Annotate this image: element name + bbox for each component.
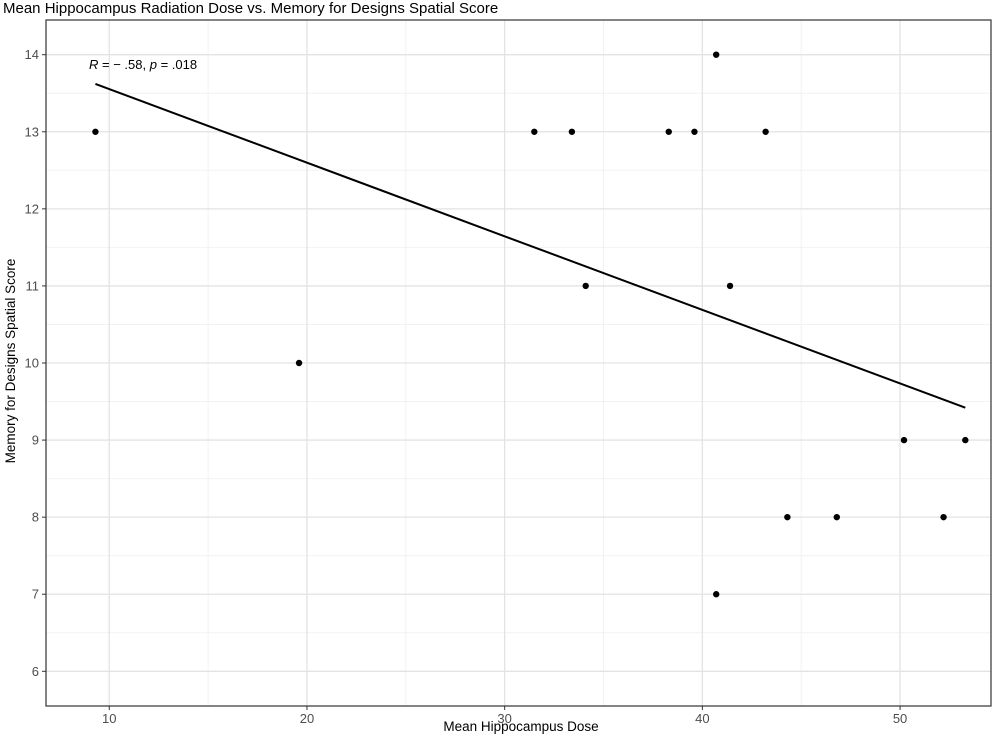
data-point xyxy=(531,128,538,135)
x-tick-label: 50 xyxy=(893,711,907,726)
y-tick-label: 9 xyxy=(32,433,39,448)
r-label: R xyxy=(89,57,98,72)
y-tick-label: 11 xyxy=(26,278,40,293)
correlation-annotation: R = − .58, p = .018 xyxy=(89,57,197,72)
y-tick-label: 6 xyxy=(32,664,39,679)
data-point xyxy=(900,436,908,444)
x-tick-label: 40 xyxy=(695,711,709,726)
data-point xyxy=(833,513,840,521)
data-point xyxy=(726,282,734,290)
p-value: = .018 xyxy=(157,57,197,72)
y-tick-label: 12 xyxy=(25,201,39,216)
data-points xyxy=(92,51,969,598)
data-point xyxy=(92,128,99,135)
data-point xyxy=(582,282,589,290)
data-point xyxy=(295,359,303,367)
y-tick-label: 10 xyxy=(25,356,39,371)
x-tick-label: 30 xyxy=(497,711,511,726)
x-tick-label: 10 xyxy=(102,711,116,726)
data-point xyxy=(665,128,672,135)
data-point xyxy=(762,128,769,135)
chart-title: Mean Hippocampus Radiation Dose vs. Memo… xyxy=(3,0,499,17)
data-point xyxy=(962,436,969,444)
y-axis-ticks: 6 7 8 9 10 11 12 13 14 xyxy=(25,47,46,679)
p-label: p xyxy=(149,57,157,72)
y-axis-title: Memory for Designs Spatial Score xyxy=(3,259,18,464)
data-point xyxy=(712,51,720,58)
data-point xyxy=(940,513,947,521)
y-tick-label: 7 xyxy=(32,587,39,602)
data-point xyxy=(712,591,720,598)
x-axis-title: Mean Hippocampus Dose xyxy=(443,719,598,734)
data-point xyxy=(784,513,791,521)
grid-lines xyxy=(46,20,991,706)
x-axis-ticks: 10 20 30 40 50 xyxy=(102,706,907,726)
data-point xyxy=(691,128,698,135)
regression-line xyxy=(95,83,966,409)
data-point xyxy=(568,128,576,135)
y-tick-label: 14 xyxy=(25,47,39,62)
r-value: = − .58, xyxy=(98,57,149,72)
y-tick-label: 8 xyxy=(32,510,39,525)
x-tick-label: 20 xyxy=(300,711,314,726)
y-tick-label: 13 xyxy=(25,124,39,139)
